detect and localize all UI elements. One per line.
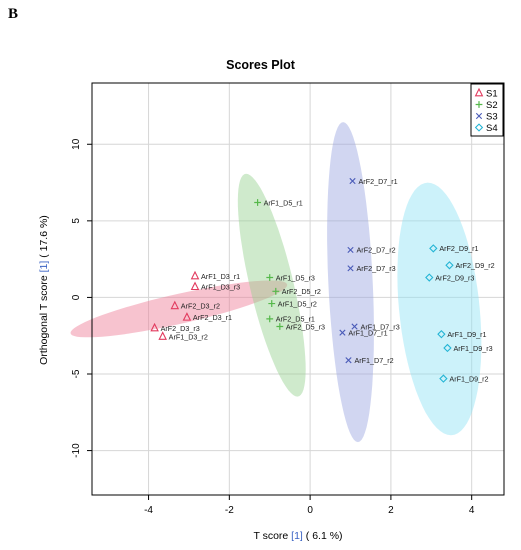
point-arf2-d5-r3 <box>276 323 284 330</box>
x-tick-label: -2 <box>225 505 234 516</box>
point-arf1-d9-r3 <box>443 343 452 353</box>
point-arf2-d3-r1 <box>182 312 192 321</box>
point-arf1-d9-r1 <box>437 330 446 339</box>
point-arf2-d9-r2 <box>445 261 454 270</box>
point-arf1-d5-r3 <box>266 274 274 281</box>
point-arf2-d7-r2 <box>347 246 354 254</box>
point-arf2-d9-r1 <box>429 244 438 253</box>
axes: -4 -2 0 2 4 -10 -5 0 5 10 <box>71 82 505 516</box>
legend-marker-s1 <box>474 87 484 97</box>
x-tick-label: 0 <box>307 505 313 516</box>
point-label: ArF1_D9_r3 <box>453 344 492 353</box>
y-axis-label-suffix: ( 17.6 %) <box>38 215 50 261</box>
ellipse-s3 <box>327 122 374 443</box>
point-arf1-d5-r2 <box>268 300 276 307</box>
point-arf1-d5-r1 <box>254 199 262 206</box>
point-label: ArF1_D5_r1 <box>264 198 303 207</box>
y-axis-label-prefix: Orthogonal T score <box>38 272 50 365</box>
ellipse-s2 <box>237 173 306 397</box>
point-arf1-d9-r2 <box>439 374 448 383</box>
chart-title: Scores Plot <box>226 58 295 72</box>
point-label: ArF2_D9_r3 <box>435 273 474 282</box>
point-arf2-d3-r2 <box>170 300 180 310</box>
point-arf2-d7-r3 <box>347 265 354 272</box>
y-tick-label: -5 <box>71 369 82 378</box>
point-label: ArF2_D5_r1 <box>276 315 315 324</box>
point-label: ArF1_D3_r2 <box>169 332 208 341</box>
x-axis-label-suffix: ( 6.1 %) <box>302 530 343 542</box>
point-label: ArF1_D9_r2 <box>449 374 488 383</box>
point-label: ArF1_D3_r3 <box>201 283 240 292</box>
point-label: ArF2_D7_r3 <box>357 264 396 273</box>
y-tick-label: 5 <box>71 218 82 224</box>
panel-letter: B <box>8 6 19 22</box>
y-tick-label: -10 <box>71 443 82 458</box>
y-tick-label: 0 <box>71 294 82 300</box>
point-arf1-d7-r1 <box>339 329 346 336</box>
legend-marker-s4 <box>474 123 484 132</box>
point-label: ArF1_D3_r1 <box>201 272 240 281</box>
grid <box>92 83 504 495</box>
x-axis-label-prefix: T score <box>253 530 292 542</box>
y-axis-label: Orthogonal T score [1] ( 17.6 %) <box>38 215 50 365</box>
point-arf2-d3-r3 <box>150 322 159 332</box>
x-tick-label: -4 <box>144 505 153 516</box>
ellipse-s4 <box>397 182 482 436</box>
point-label: ArF1_D7_r3 <box>361 322 400 331</box>
data-points <box>150 177 454 383</box>
x-tick-label: 4 <box>469 505 475 516</box>
x-axis-label: T score [1] ( 6.1 %) <box>92 530 504 542</box>
plot-frame <box>91 82 505 496</box>
y-axis-label-component: [1] <box>38 260 50 273</box>
point-label: ArF1_D5_r2 <box>278 299 317 308</box>
point-label: ArF2_D3_r2 <box>181 302 220 311</box>
point-label: ArF1_D5_r3 <box>276 273 315 282</box>
point-label: ArF1_D7_r1 <box>348 328 387 337</box>
point-arf2-d9-r3 <box>425 273 434 282</box>
point-label: ArF1_D7_r2 <box>354 356 393 365</box>
legend-label-s3: S3 <box>486 112 498 123</box>
y-tick-label: 10 <box>71 138 82 150</box>
legend-label-s1: S1 <box>486 89 498 100</box>
point-label: ArF2_D5_r2 <box>282 287 321 296</box>
x-tick-label: 2 <box>388 505 394 516</box>
legend-marker-s2 <box>475 101 483 108</box>
point-label: ArF2_D7_r2 <box>357 246 396 255</box>
point-label: ArF2_D3_r3 <box>161 324 200 333</box>
point-label: ArF2_D9_r1 <box>439 244 478 253</box>
legend-label-s4: S4 <box>486 123 498 134</box>
point-arf2-d7-r1 <box>349 177 356 185</box>
point-arf1-d3-r1 <box>190 270 200 280</box>
point-label: ArF1_D9_r1 <box>447 330 486 339</box>
point-label: ArF2_D3_r1 <box>193 313 232 322</box>
point-arf1-d3-r3 <box>190 281 200 291</box>
legend-label-s2: S2 <box>486 100 498 111</box>
point-arf2-d5-r1 <box>266 315 274 323</box>
point-label: ArF2_D5_r3 <box>286 322 325 331</box>
point-arf1-d3-r2 <box>158 331 167 340</box>
point-labels: ArF1_D3_r1 ArF1_D3_r3 ArF2_D3_r2 ArF2_D3_r1… <box>161 177 495 384</box>
point-arf1-d7-r3 <box>351 323 358 330</box>
point-arf2-d5-r2 <box>272 287 280 295</box>
point-label: ArF2_D7_r1 <box>359 177 398 186</box>
legend-marker-s3 <box>475 112 483 120</box>
point-arf1-d7-r2 <box>345 357 352 364</box>
point-label: ArF2_D9_r2 <box>455 261 494 270</box>
confidence-ellipses <box>70 122 482 443</box>
x-axis-label-component: [1] <box>291 530 303 542</box>
